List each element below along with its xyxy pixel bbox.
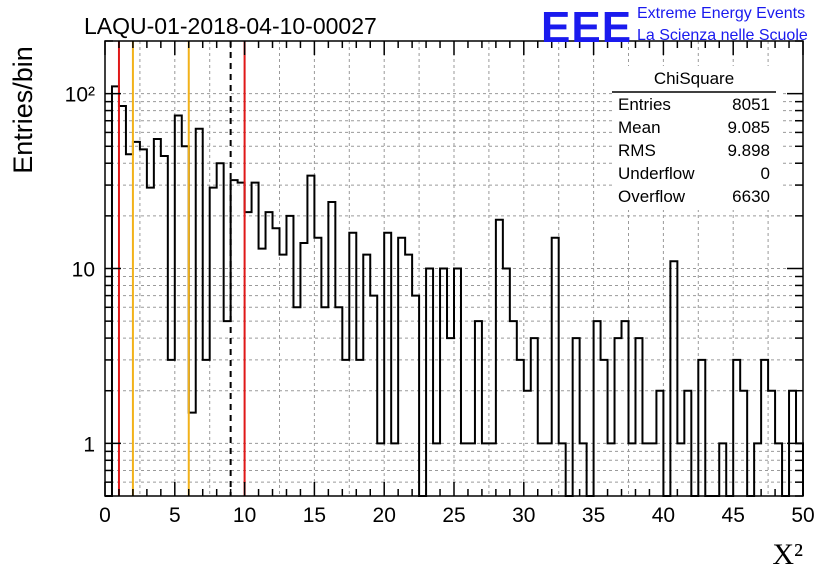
stats-box: ChiSquare Entries 8051 Mean 9.085 RMS 9.… (612, 66, 782, 210)
x-tick-label: 5 (169, 504, 181, 527)
y-axis-label: Entries/bin (8, 46, 38, 174)
x-tick-label: 10 (233, 504, 256, 527)
axes: 0 5 10 15 20 25 30 35 40 45 50 1 10 10² (65, 40, 815, 527)
stats-value-rms: 9.898 (727, 141, 770, 160)
histogram-bar (300, 243, 307, 496)
x-tick-label: 35 (582, 504, 605, 527)
stats-label-entries: Entries (618, 95, 671, 114)
histogram-bar (245, 212, 252, 496)
histogram-bar (161, 156, 168, 496)
eee-logo-line1: Extreme Energy Events (637, 5, 805, 22)
chart-title: LAQU-01-2018-04-10-00027 (84, 13, 377, 39)
histogram-bar (252, 183, 259, 496)
eee-logo-line2: La Scienza nelle Scuole (637, 27, 808, 44)
histogram-bar (342, 360, 349, 496)
x-tick-label: 0 (99, 504, 111, 527)
histogram-bar (196, 129, 203, 496)
histogram-bar (335, 307, 342, 496)
histogram-bar (321, 307, 328, 496)
histogram-outline (105, 85, 804, 497)
y-tick-label: 10² (65, 84, 95, 107)
histogram-bars (105, 85, 804, 497)
y-tick-label: 1 (83, 433, 95, 456)
histogram-bar (119, 106, 126, 496)
stats-label-underflow: Underflow (618, 164, 695, 183)
histogram-bar (447, 338, 454, 496)
histogram-bar (733, 360, 740, 496)
histogram-bar (175, 115, 182, 496)
histogram-bar (573, 338, 580, 496)
stats-value-entries: 8051 (732, 95, 770, 114)
histogram-bar (622, 321, 629, 496)
x-tick-label: 40 (652, 504, 675, 527)
histogram-bar (594, 321, 601, 496)
histogram-bar (293, 307, 300, 496)
histogram-bar (384, 233, 391, 496)
histogram-bar (510, 321, 517, 496)
histogram-bar (761, 360, 768, 496)
stats-value-underflow: 0 (761, 164, 770, 183)
x-tick-label: 20 (373, 504, 396, 527)
histogram-bar (363, 255, 370, 496)
histogram-bar (126, 154, 133, 496)
histogram-bar (266, 212, 273, 496)
histogram-bar (356, 360, 363, 496)
histogram-bar (635, 338, 642, 496)
stats-label-rms: RMS (618, 141, 656, 160)
histogram-bar (224, 321, 231, 496)
histogram-bar (531, 338, 538, 496)
stats-title: ChiSquare (654, 69, 734, 88)
x-tick-label: 15 (303, 504, 326, 527)
y-tick-label: 10 (72, 259, 95, 282)
x-tick-label: 45 (722, 504, 745, 527)
histogram-bar (698, 360, 705, 496)
histogram-bar (405, 255, 412, 496)
stats-label-overflow: Overflow (618, 187, 686, 206)
histogram-bar (496, 220, 503, 496)
histogram-bar (615, 338, 622, 496)
histogram-bar (426, 269, 433, 497)
histogram-bar (154, 139, 161, 496)
histogram-bar (147, 188, 154, 496)
histogram-bar (503, 269, 510, 497)
histogram-bar (189, 413, 196, 496)
histogram-bar (601, 360, 608, 496)
eee-logo: EEE Extreme Energy Events La Scienza nel… (541, 3, 808, 52)
histogram-bar (286, 216, 293, 496)
histogram-bar (210, 188, 217, 496)
histogram-bar (217, 163, 224, 496)
histogram-bar (440, 269, 447, 497)
histogram-bar (349, 233, 356, 496)
x-tick-label: 30 (512, 504, 535, 527)
stats-value-overflow: 6630 (732, 187, 770, 206)
histogram-bar (140, 149, 147, 496)
histogram-bar (307, 176, 314, 496)
histogram-bar (454, 269, 461, 497)
histogram-bar (412, 296, 419, 496)
histogram-bar (203, 360, 210, 496)
histogram-bar (475, 321, 482, 496)
histogram-bar (112, 86, 119, 496)
histogram-bar (168, 360, 175, 496)
x-tick-label: 50 (791, 504, 814, 527)
stats-value-mean: 9.085 (727, 118, 770, 137)
histogram-bar (328, 202, 335, 496)
stats-label-mean: Mean (618, 118, 661, 137)
histogram-bar (280, 255, 287, 496)
eee-logo-letters: EEE (541, 3, 632, 52)
x-tick-label: 25 (442, 504, 465, 527)
x-axis-label: X² (772, 538, 803, 571)
stats-box-background (612, 66, 782, 210)
histogram-bar (238, 183, 245, 496)
histogram-bar (517, 360, 524, 496)
histogram-bar (370, 296, 377, 496)
